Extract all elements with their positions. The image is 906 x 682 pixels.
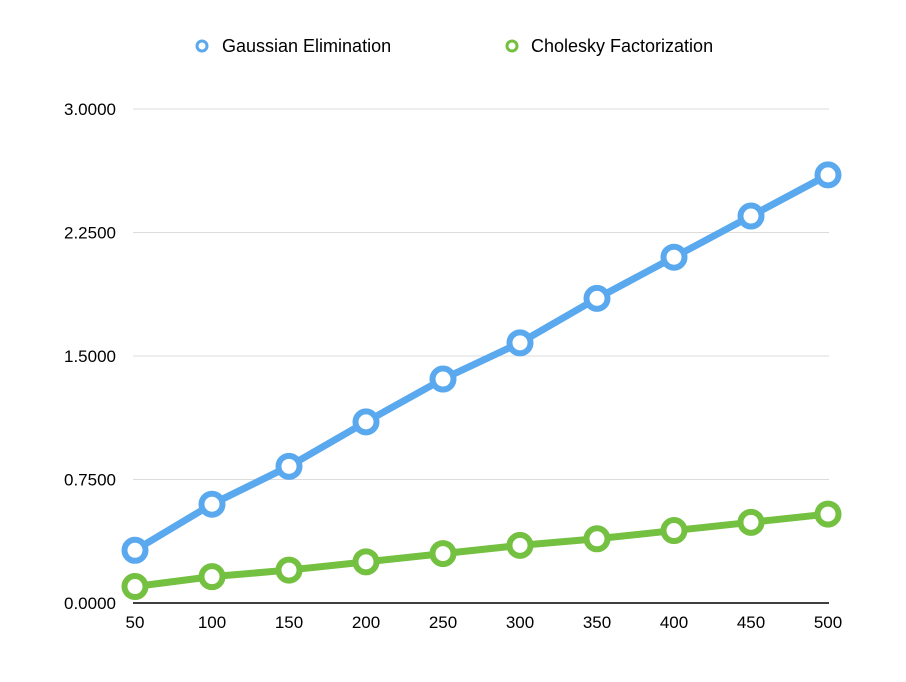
data-point [352, 408, 380, 436]
legend-label: Gaussian Elimination [222, 36, 391, 56]
grid-lines [133, 108, 829, 480]
data-point [737, 508, 765, 536]
legend-item: Cholesky Factorization [505, 36, 713, 56]
x-tick-label: 150 [275, 613, 303, 632]
series-line [131, 510, 832, 591]
data-point [275, 556, 303, 584]
data-point [814, 500, 842, 528]
series-1 [121, 161, 842, 564]
y-tick-label: 3.0000 [64, 100, 116, 119]
y-tick-label: 1.5000 [64, 347, 116, 366]
data-point [660, 243, 688, 271]
series-lines [121, 161, 842, 601]
x-tick-label: 50 [126, 613, 145, 632]
x-tick-label: 350 [583, 613, 611, 632]
y-tick-label: 2.2500 [64, 224, 116, 243]
x-tick-label: 500 [814, 613, 842, 632]
legend-marker-icon [195, 39, 209, 53]
data-point [583, 284, 611, 312]
y-tick-label: 0.0000 [64, 594, 116, 613]
x-tick-label: 200 [352, 613, 380, 632]
x-axis-ticks: 50 100 150 200 250 300 350 400 450 500 [126, 613, 843, 632]
legend: Gaussian Elimination Cholesky Factorizati… [195, 36, 713, 56]
legend-label: Cholesky Factorization [531, 36, 713, 56]
x-tick-label: 250 [429, 613, 457, 632]
x-tick-label: 400 [660, 613, 688, 632]
y-tick-label: 0.7500 [64, 471, 116, 490]
series-line [131, 171, 832, 554]
data-point [737, 202, 765, 230]
x-tick-label: 300 [506, 613, 534, 632]
data-point [583, 525, 611, 553]
data-point [814, 161, 842, 189]
y-axis-ticks: 0.0000 0.7500 1.5000 2.2500 3.0000 [64, 100, 116, 613]
data-point [429, 365, 457, 393]
data-point [121, 536, 149, 564]
data-point [352, 548, 380, 576]
data-point [506, 329, 534, 357]
data-point [506, 531, 534, 559]
data-point [198, 563, 226, 591]
data-point [660, 517, 688, 545]
legend-item: Gaussian Elimination [195, 36, 391, 56]
x-tick-label: 100 [198, 613, 226, 632]
data-point [275, 452, 303, 480]
x-tick-label: 450 [737, 613, 765, 632]
data-point [198, 490, 226, 518]
data-point [429, 540, 457, 568]
data-point [121, 573, 149, 601]
series-2 [121, 500, 842, 601]
legend-marker-icon [505, 39, 519, 53]
